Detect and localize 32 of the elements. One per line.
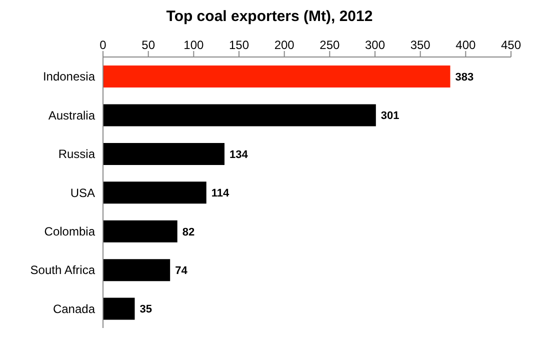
data-label: 74 [175, 264, 188, 277]
y-tick-label: Canada [52, 302, 96, 316]
y-tick-label: Indonesia [42, 70, 96, 84]
x-tick-label: 350 [410, 38, 431, 52]
x-tick-label: 150 [228, 38, 250, 52]
bar [103, 142, 224, 165]
x-tick-label: 400 [456, 38, 476, 52]
data-label: 82 [182, 226, 195, 238]
y-tick-label: USA [70, 186, 95, 200]
bar [103, 259, 170, 282]
x-tick-label: 50 [142, 38, 156, 52]
x-tick-label: 300 [364, 38, 386, 52]
y-tick-label: Colombia [44, 224, 96, 238]
bar [103, 220, 178, 242]
bar [103, 298, 135, 320]
x-tick-label: 450 [500, 38, 522, 52]
data-label: 114 [211, 188, 230, 200]
data-label: 383 [455, 71, 474, 84]
bar [103, 104, 376, 126]
x-tick-label: 250 [320, 38, 340, 52]
bar [103, 66, 450, 88]
y-tick-label: Russia [58, 147, 96, 162]
data-label: 134 [229, 148, 249, 161]
x-tick-label: 200 [274, 38, 295, 52]
data-label: 301 [380, 110, 400, 122]
data-label: 35 [140, 304, 152, 316]
y-tick-label: Australia [48, 108, 96, 122]
x-tick-label: 100 [184, 38, 204, 52]
y-tick-label: South Africa [30, 263, 96, 278]
bar [103, 182, 206, 204]
x-tick-label: 0 [100, 38, 107, 52]
chart-title: Top coal exporters (Mt), 2012 [165, 8, 374, 27]
